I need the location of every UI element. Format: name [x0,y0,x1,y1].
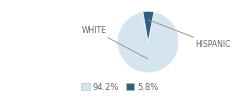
Wedge shape [143,11,154,42]
Legend: 94.2%, 5.8%: 94.2%, 5.8% [78,79,162,95]
Wedge shape [117,12,179,73]
Text: WHITE: WHITE [82,26,148,59]
Text: HISPANIC: HISPANIC [148,20,230,49]
